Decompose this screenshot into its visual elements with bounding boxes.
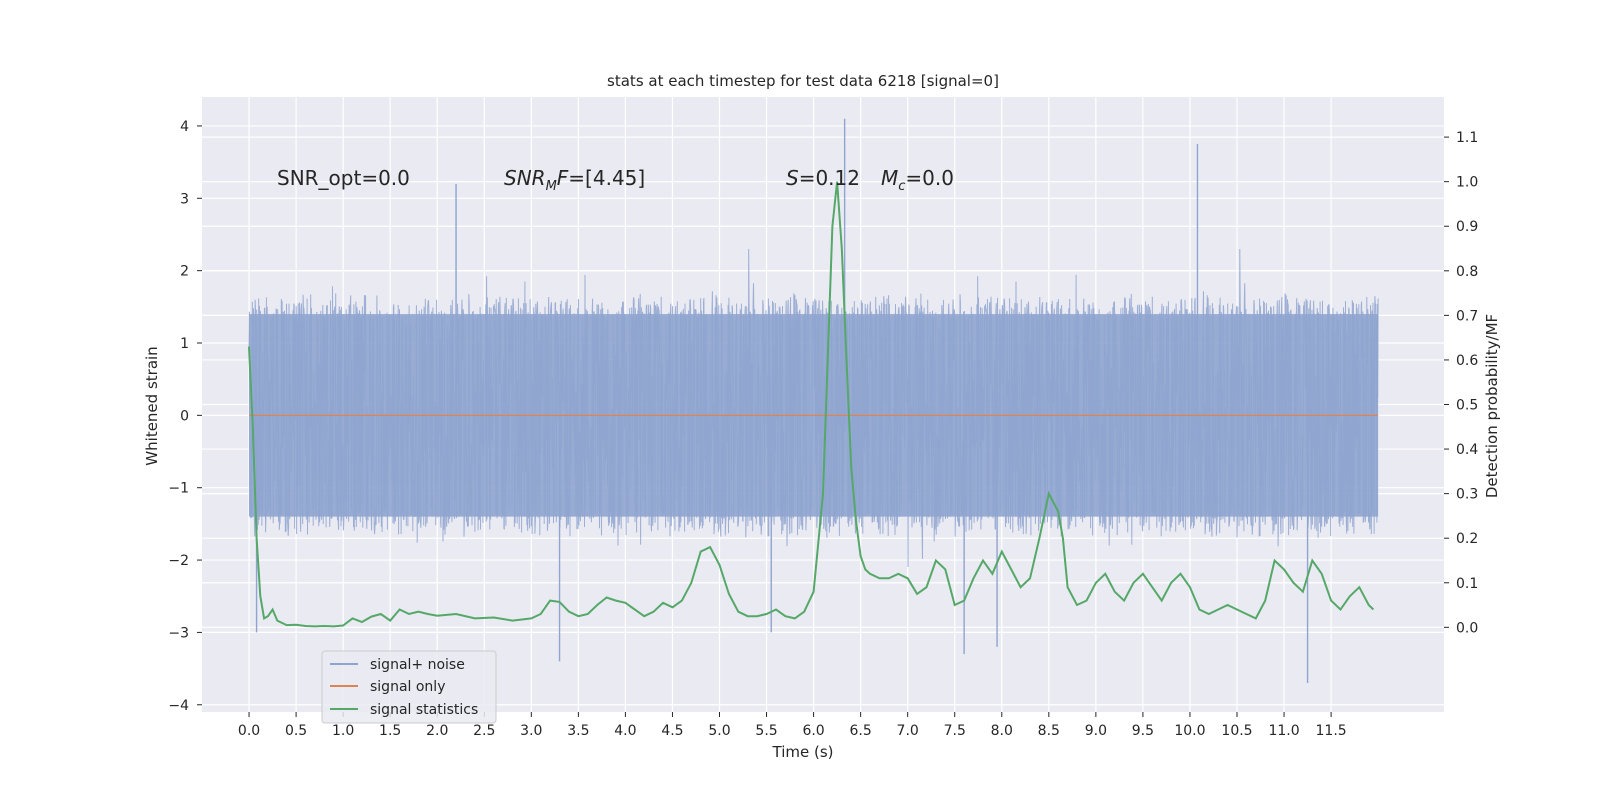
x-tick-label: 2.5 xyxy=(473,723,495,739)
y-left-tick-label: 2 xyxy=(180,264,189,280)
legend-label-signal-statistics: signal statistics xyxy=(370,702,478,718)
y-left-tick-label: 1 xyxy=(180,336,189,352)
x-tick-label: 10.5 xyxy=(1221,723,1252,739)
annotation-mc: Mc=0.0 xyxy=(881,166,954,194)
x-tick-label: 0.5 xyxy=(285,723,307,739)
x-tick-label: 9.5 xyxy=(1132,723,1154,739)
y-right-tick-label: 0.8 xyxy=(1456,264,1478,280)
y-axis-right-label: Detection probability/MF xyxy=(1483,314,1501,498)
legend: signal+ noise signal only signal statist… xyxy=(321,650,497,724)
y-right-tick-label: 0.4 xyxy=(1456,442,1478,458)
x-tick-label: 6.0 xyxy=(802,723,824,739)
annotation-mc-subscript: c xyxy=(898,179,905,194)
x-tick-label: 4.5 xyxy=(661,723,683,739)
annotation-s-symbol: S xyxy=(786,166,799,190)
x-tick-label: 1.5 xyxy=(379,723,401,739)
x-tick-label: 11.5 xyxy=(1316,723,1347,739)
x-tick-label: 3.5 xyxy=(567,723,589,739)
annotation-mc-value: =0.0 xyxy=(905,166,954,190)
legend-frame xyxy=(321,650,497,724)
x-tick-label: 5.5 xyxy=(755,723,777,739)
y-left-tick-label: 3 xyxy=(180,191,189,207)
y-left-tick-label: 0 xyxy=(180,408,189,424)
annotation-snr-mf: SNRMF=[4.45] xyxy=(504,166,645,194)
y-right-tick-label: 0.6 xyxy=(1456,353,1478,369)
x-tick-label: 5.0 xyxy=(708,723,730,739)
x-tick-label: 7.5 xyxy=(944,723,966,739)
annotation-s-value: =0.12 xyxy=(799,166,860,190)
x-tick-label: 8.5 xyxy=(1038,723,1060,739)
annotations: SNR_opt=0.0 SNRMF=[4.45] S=0.12 Mc=0.0 xyxy=(277,166,954,194)
x-tick-label: 9.0 xyxy=(1085,723,1107,739)
signal-statistics-line xyxy=(248,181,1375,628)
y-left-tick-label: 4 xyxy=(180,119,189,135)
x-tick-label: 2.0 xyxy=(426,723,448,739)
y-left-tick-label: −1 xyxy=(168,481,189,497)
x-tick-label: 8.0 xyxy=(991,723,1013,739)
annotation-snr-mf-f: F xyxy=(557,166,569,190)
annotation-mc-symbol: M xyxy=(881,166,898,190)
legend-label-signal-only: signal only xyxy=(370,679,445,695)
annotation-snr-opt: SNR_opt=0.0 xyxy=(277,166,410,190)
y-right-tick-label: 0.1 xyxy=(1456,576,1478,592)
y-right-tick-label: 1.0 xyxy=(1456,175,1478,191)
annotation-snr-mf-symbol: SNR xyxy=(504,166,546,190)
y-left-tick-label: −3 xyxy=(168,625,189,641)
annotation-snr-mf-subscript: M xyxy=(546,179,557,194)
x-tick-label: 7.0 xyxy=(897,723,919,739)
x-tick-label: 6.5 xyxy=(850,723,872,739)
y-right-tick-label: 0.0 xyxy=(1456,620,1478,636)
y-right-tick-label: 0.7 xyxy=(1456,308,1478,324)
chart-title: stats at each timestep for test data 621… xyxy=(607,72,999,90)
signal-statistics-series xyxy=(248,181,1375,628)
x-tick-label: 3.0 xyxy=(520,723,542,739)
annotation-snr-mf-value: =[4.45] xyxy=(568,166,645,190)
x-tick-label: 11.0 xyxy=(1268,723,1299,739)
x-tick-label: 4.0 xyxy=(614,723,636,739)
y-right-tick-label: 0.9 xyxy=(1456,219,1478,235)
y-right-tick-label: 0.5 xyxy=(1456,398,1478,414)
y-right-tick-label: 0.2 xyxy=(1456,531,1478,547)
legend-label-signal-noise: signal+ noise xyxy=(370,657,465,673)
x-axis-label: Time (s) xyxy=(772,743,834,761)
x-tick-label: 0.0 xyxy=(238,723,260,739)
y-left-tick-label: −4 xyxy=(168,698,189,714)
y-right-tick-label: 0.3 xyxy=(1456,487,1478,503)
y-right-tick-label: 1.1 xyxy=(1456,130,1478,146)
x-tick-label: 1.0 xyxy=(332,723,354,739)
y-left-tick-label: −2 xyxy=(168,553,189,569)
axes: 0.0 0.5 1.0 1.5 2.0 2.5 3.0 3.5 4.0 4.5 5.0 5.5 6.0 6… xyxy=(168,119,1478,739)
annotation-s: S=0.12 xyxy=(786,166,860,190)
x-tick-label: 10.0 xyxy=(1174,723,1205,739)
y-axis-left-label: Whitened strain xyxy=(143,346,161,465)
